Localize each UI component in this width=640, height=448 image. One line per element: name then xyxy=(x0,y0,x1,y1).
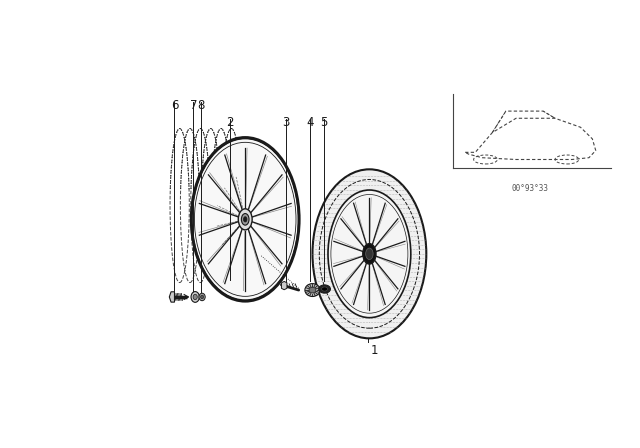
Ellipse shape xyxy=(238,209,252,230)
Ellipse shape xyxy=(193,294,197,300)
Polygon shape xyxy=(170,292,175,302)
Ellipse shape xyxy=(328,190,411,318)
Ellipse shape xyxy=(243,217,247,222)
Text: 5: 5 xyxy=(320,116,328,129)
Ellipse shape xyxy=(192,138,299,301)
Ellipse shape xyxy=(322,287,328,291)
Ellipse shape xyxy=(241,214,249,225)
Text: 00°93°33: 00°93°33 xyxy=(511,184,548,193)
Text: 3: 3 xyxy=(282,116,290,129)
Ellipse shape xyxy=(365,248,373,259)
Ellipse shape xyxy=(309,287,316,293)
Ellipse shape xyxy=(319,285,330,293)
Ellipse shape xyxy=(191,292,199,302)
Text: 8: 8 xyxy=(198,99,205,112)
Ellipse shape xyxy=(312,169,426,338)
Text: 6: 6 xyxy=(171,99,179,112)
Ellipse shape xyxy=(200,295,204,299)
Text: 1: 1 xyxy=(371,344,378,357)
Ellipse shape xyxy=(363,244,376,264)
Text: 2: 2 xyxy=(226,116,234,129)
Ellipse shape xyxy=(305,284,320,297)
Text: 7: 7 xyxy=(189,99,197,112)
Polygon shape xyxy=(282,281,287,290)
Ellipse shape xyxy=(199,293,205,301)
Text: 4: 4 xyxy=(307,116,314,129)
